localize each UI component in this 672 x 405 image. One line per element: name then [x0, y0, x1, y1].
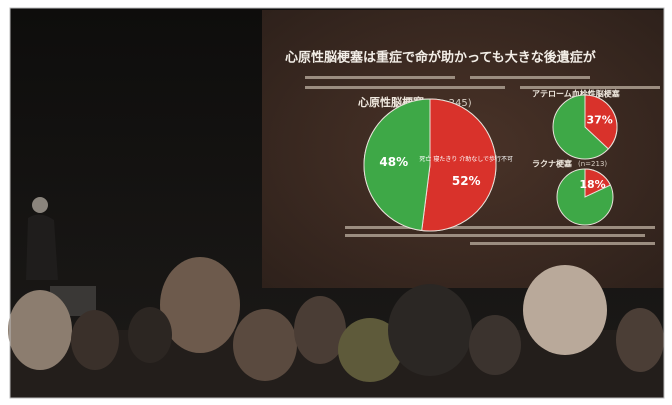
slide-title: 心原性脳梗塞は重症で命が助かっても大きな後遺症が — [285, 50, 596, 66]
pie-value-label: 48% — [379, 155, 408, 169]
pie-annotation: 死亡 寝たきり 介助なしで歩行不可 — [419, 155, 513, 163]
pie-value-label: 52% — [452, 174, 481, 188]
pie-value-label: 37% — [587, 114, 613, 127]
pie-value-label: 18% — [579, 178, 605, 191]
pie-label: ラクナ梗塞 — [532, 159, 573, 169]
photo: 心原性脳梗塞は重症で命が助かっても大きな後遺症が 心原性脳梗塞(n=245)52… — [0, 0, 672, 405]
pie-n: (n=213) — [578, 160, 607, 168]
